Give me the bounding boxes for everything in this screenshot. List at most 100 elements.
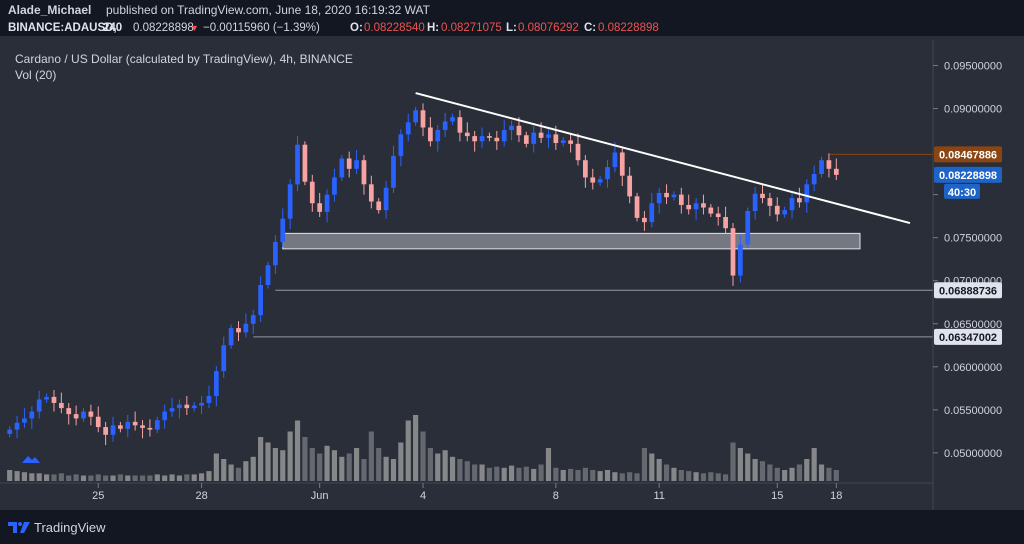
candle-body [811,173,817,185]
volume-bar [449,456,456,481]
support2-price-tag: 0.06347002 [939,332,997,344]
volume-bar [95,474,101,481]
support1-price-tag: 0.06888736 [939,285,997,297]
symbol-label[interactable]: BINANCE:ADAUSD, [8,22,117,34]
volume-bar [774,467,780,481]
chart-title: Cardano / US Dollar (calculated by Tradi… [15,52,353,66]
volume-bar [723,474,729,481]
candle-body [590,177,596,183]
volume-bar [715,473,721,481]
price-tags: 0.08467886 0.06888736 0.06347002 0.08228898… [934,146,1002,345]
candle-body [273,241,278,266]
candle-body [169,408,175,412]
volume-bar [508,465,515,481]
candle-body [804,184,810,203]
volume-bar [811,448,817,481]
candle-body [752,193,758,211]
candle-body [147,427,153,430]
volume-bar [427,448,433,481]
last-price-tag-bg [934,166,1002,183]
volume-bar [361,459,367,481]
volume-bar [420,431,426,481]
candle-body [597,179,603,183]
author-name[interactable]: Alade_Michael [8,3,92,17]
candle-body [605,167,610,180]
close-label: C: [584,22,597,34]
candle-body [435,130,441,142]
volume-bar [804,459,810,481]
candle-body [442,121,448,131]
candle-body [132,421,138,426]
candle-body [295,144,300,185]
candle-body [317,203,323,212]
candle-body [833,168,839,175]
volume-bar [383,456,389,481]
candle-body [531,132,537,144]
time-tick-label: 28 [195,490,207,502]
candle-body [789,198,795,211]
timeframe-label[interactable]: 240 [103,22,123,34]
volume-bar [80,475,87,481]
close-value: 0.08228898 [598,22,659,34]
candle-body [723,217,728,229]
volume-bar [21,472,28,481]
price-chart[interactable]: 0.095000000.090000000.080.075000000.0700… [0,0,1024,510]
volume-bar [538,464,544,481]
volume-bar [7,470,13,481]
volume-bar [139,475,146,481]
candle-body [66,408,72,415]
volume-bar [390,459,397,481]
volume-bars [7,415,839,481]
candle-body [44,396,49,400]
volume-bar [649,453,655,481]
candle-body [361,160,367,185]
candle-body [140,425,145,428]
volume-bar [737,448,743,481]
volume-bar [693,472,699,481]
volume-bar [708,472,714,481]
volume-bar [66,475,72,481]
candle-body [51,396,57,403]
volume-bar [479,464,485,481]
volume-bar [317,453,323,481]
cloud-icon [22,456,40,463]
candle-body [36,399,42,412]
candle-body [199,402,204,406]
candle-body [760,193,765,199]
high-price-tag: 0.08467886 [939,149,997,161]
volume-bar [531,468,537,481]
price-axis: 0.095000000.090000000.080.075000000.0700… [933,61,1002,460]
volume-bar [213,453,219,481]
candle-body [339,158,345,178]
candle-body [110,425,116,435]
candle-body [634,196,640,218]
candle-body [678,194,684,205]
candle-body [354,160,359,169]
candle-body [782,210,788,215]
volume-bar [597,471,603,481]
volume-bar [612,472,618,481]
volume-bar [184,474,190,481]
tradingview-logo-icon [8,522,30,533]
volume-bar [590,470,596,481]
candle-body [162,411,168,421]
volume-bar [523,466,529,481]
candle-body [819,160,824,174]
volume-bar [154,474,160,481]
high-value: 0.08271075 [441,22,502,34]
candle-body [612,152,618,168]
countdown-tag-bg [944,183,980,199]
volume-bar [110,475,116,481]
volume-bar [36,473,42,481]
candle-body [487,136,492,138]
candle-body [14,422,20,430]
volume-bar [767,464,773,481]
candle-body [619,152,625,176]
tradingview-brand[interactable]: TradingView [34,520,106,535]
volume-bar [331,450,338,481]
volume-bar [575,470,581,481]
volume-bar [199,473,205,481]
volume-bar [413,415,419,481]
candle-body [671,194,677,198]
time-tick-label: 18 [830,490,842,502]
